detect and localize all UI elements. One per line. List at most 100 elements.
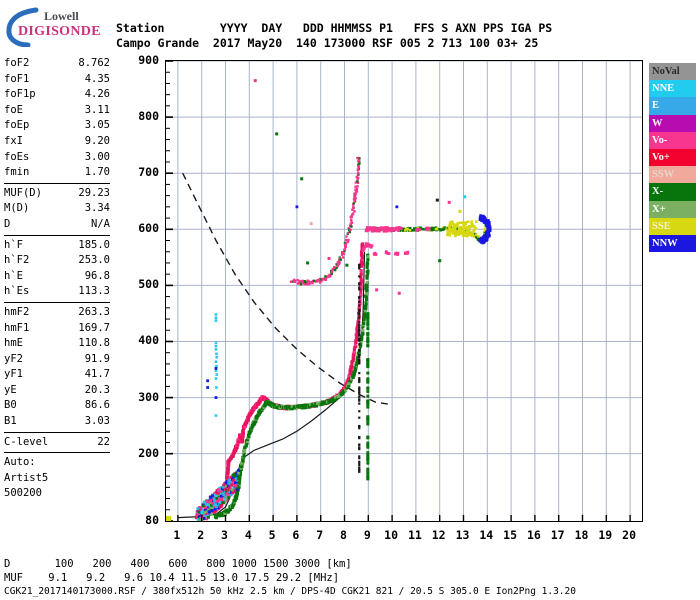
param-value: 4.26: [84, 88, 110, 101]
y-axis-tick-label: 900: [138, 53, 159, 67]
param-value: 3.03: [84, 415, 110, 428]
param-key: h`F2: [4, 254, 30, 267]
param-key: D: [4, 217, 11, 230]
x-axis-tick-label: 19: [598, 528, 613, 542]
param-row-hF: h`F 185.0: [4, 238, 110, 254]
logo-arc-icon: [6, 7, 40, 51]
param-value: 3.00: [84, 150, 110, 163]
legend-item-vo[interactable]: Vo-: [649, 131, 696, 149]
param-divider: [4, 431, 110, 433]
param-key: foE: [4, 103, 23, 116]
muf-curve: [182, 172, 390, 405]
y-axis-tick-label: 300: [138, 389, 159, 404]
legend-item-x[interactable]: X+: [649, 200, 696, 218]
x-axis-tick-label: 5: [268, 528, 276, 542]
param-row-yF2: yF2 91.9: [4, 352, 110, 368]
station-header: Station YYYY DAY DDD HHMMSS P1 FFS S AXN…: [116, 21, 552, 51]
e-region-echo-cloud: [195, 468, 240, 521]
param-value: 22: [97, 435, 110, 448]
param-key: foF2: [4, 57, 30, 69]
param-value: 91.9: [84, 352, 110, 365]
param-value: 20.3: [84, 383, 110, 396]
param-value: 263.3: [78, 305, 110, 318]
nnw-echo-cluster: [478, 214, 492, 245]
param-value: 4.35: [84, 72, 110, 85]
y-axis-tick-label: 200: [138, 445, 159, 460]
doppler-legend: NoVal NNE E W Vo- Vo+ SSW X- X+ SSE NNW: [649, 63, 696, 253]
param-value: 1.70: [84, 166, 110, 179]
param-value: 9.20: [84, 134, 110, 147]
x-trace-extraordinary: [213, 253, 370, 520]
logo-lowell-text: Lowell: [44, 9, 79, 23]
legend-item-e[interactable]: E: [649, 97, 696, 115]
param-value: 3.34: [84, 202, 110, 215]
param-value: 169.7: [78, 321, 110, 334]
x-axis-tick-label: 6: [292, 528, 300, 542]
param-key: yF2: [4, 352, 23, 365]
logo-digisonde-text: DIGISONDE: [18, 24, 101, 39]
param-row-B1: B1 3.03: [4, 414, 110, 430]
param-key: fxI: [4, 134, 23, 147]
spread-f-spike: [358, 263, 370, 481]
legend-item-vo[interactable]: Vo+: [649, 148, 696, 167]
param-key: fmin: [4, 166, 30, 179]
param-key: M(D): [4, 202, 30, 215]
param-divider: [4, 182, 110, 184]
param-divider: [4, 301, 110, 303]
legend-item-nnw[interactable]: NNW: [649, 234, 696, 253]
param-row-foEs: foEs 3.00: [4, 150, 110, 166]
o-trace-ordinary: [194, 242, 365, 520]
legend-item-sse[interactable]: SSE: [649, 217, 696, 235]
x-axis-tick-label: 2: [197, 528, 205, 542]
param-key: foEp: [4, 119, 30, 132]
x-axis-tick-label: 17: [550, 528, 565, 542]
station-header-values: Campo Grande 2017 May20 140 173000 RSF 0…: [116, 36, 539, 50]
param-key: B0: [4, 399, 17, 412]
x-axis-tick-label: 9: [363, 528, 371, 542]
x-axis-tick-label: 15: [503, 528, 518, 542]
param-value: N/A: [91, 217, 110, 230]
legend-item-noval[interactable]: NoVal: [649, 63, 696, 81]
station-header-labels: Station YYYY DAY DDD HHMMSS P1 FFS S AXN…: [116, 21, 553, 35]
y-axis-tick-label: 800: [138, 109, 159, 124]
param-key: MUF(D): [4, 186, 42, 199]
legend-item-nne[interactable]: NNE: [649, 80, 696, 98]
param-value: 185.0: [78, 238, 110, 251]
param-row-fmin: fmin 1.70: [4, 165, 110, 181]
isolated-echo-dots: [253, 79, 467, 295]
y-axis-tick-label: 600: [138, 221, 159, 236]
param-key: foEs: [4, 150, 30, 163]
param-value: 3.11: [84, 103, 110, 116]
param-row-foF1p: foF1p 4.26: [4, 87, 110, 103]
param-row-foEp: foEp 3.05: [4, 118, 110, 134]
legend-item-ssw[interactable]: SSW: [649, 166, 696, 184]
param-value: 110.8: [78, 337, 110, 350]
x-axis-tick-label: 12: [431, 528, 446, 542]
x-axis-tick-label: 11: [407, 528, 422, 542]
param-row-foF1: foF1 4.35: [4, 72, 110, 88]
param-row-fxI: fxI 9.20: [4, 134, 110, 150]
axis-ticks: [166, 61, 631, 521]
param-key: hmF1: [4, 321, 30, 334]
param-key: h`Es: [4, 285, 30, 298]
param-row-foF2: foF2 8.762: [4, 56, 110, 72]
x-axis-tick-label: 13: [455, 528, 470, 542]
param-value: 3.05: [84, 119, 110, 132]
param-row-hmF1: hmF1 169.7: [4, 321, 110, 337]
param-auto-line: Artist5: [4, 471, 49, 484]
param-key: hmE: [4, 337, 23, 350]
ionogram-plot-canvas[interactable]: [166, 61, 642, 521]
sporadic-noise-dots: [206, 205, 399, 417]
legend-item-w[interactable]: W: [649, 114, 696, 132]
y-axis-tick-label: 500: [138, 277, 159, 292]
legend-item-x[interactable]: X-: [649, 183, 696, 201]
ionogram-plot[interactable]: [165, 60, 643, 522]
footer-file-row: CGK21_2017140173000.RSF / 380fx512h 50 k…: [4, 586, 576, 598]
x-axis-tick-label: 3: [221, 528, 228, 542]
param-row-B0: B0 86.6: [4, 398, 110, 414]
x-axis-tick-label: 8: [340, 528, 347, 542]
param-value: 86.6: [84, 399, 110, 412]
param-auto-line: Auto:: [4, 456, 36, 469]
param-key: B1: [4, 415, 17, 428]
x-axis-tick-label: 20: [622, 528, 637, 542]
